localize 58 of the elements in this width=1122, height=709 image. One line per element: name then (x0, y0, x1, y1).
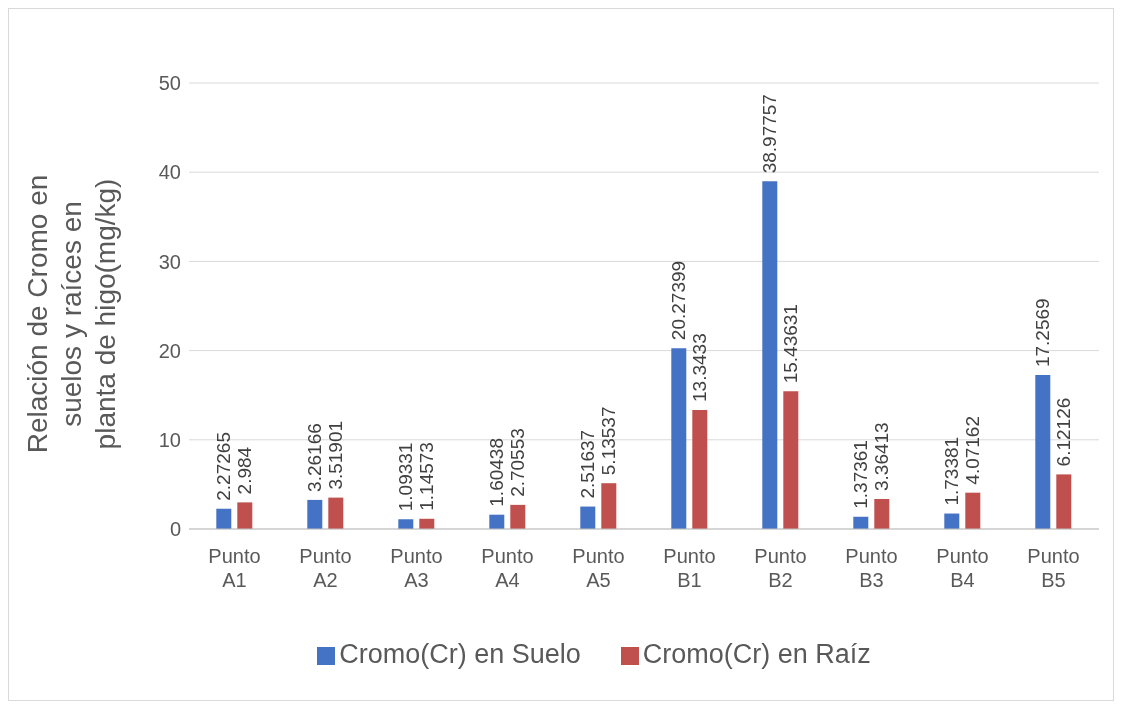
y-tick-label: 30 (158, 250, 181, 273)
x-tick-label: Punto A3 (390, 545, 443, 591)
bar (580, 506, 596, 529)
data-label: 3.26166 (304, 423, 326, 492)
bar (853, 516, 869, 529)
y-tick-label: 50 (158, 72, 181, 95)
bar (237, 502, 253, 529)
y-tick-label: 40 (158, 161, 181, 184)
data-label: 15.43631 (780, 304, 802, 384)
x-tick-label: Punto B1 (663, 545, 716, 591)
x-tick-label: Punto A1 (208, 545, 261, 591)
y-axis-title: Relación de Cromo en suelos y raíces en planta de higo(mg/kg) (22, 174, 121, 454)
data-label: 20.27399 (668, 260, 690, 341)
data-label: 38.97757 (759, 94, 781, 174)
bar (398, 519, 414, 529)
bar (307, 499, 323, 529)
bar (783, 391, 799, 529)
x-tick-label: Punto A4 (481, 545, 534, 591)
data-label: 2.51637 (577, 429, 599, 499)
data-label: 2.70553 (507, 428, 529, 497)
bar (671, 348, 687, 529)
data-label: 1.37361 (850, 440, 872, 509)
x-tick-label: Punto B4 (936, 545, 989, 591)
data-label: 4.07162 (962, 415, 984, 485)
data-label: 3.36413 (871, 422, 893, 491)
bar (510, 504, 526, 529)
bar (328, 497, 344, 529)
data-label: 2.984 (234, 446, 256, 495)
legend-label: Cromo(Cr) en Suelo (339, 639, 581, 669)
x-tick-label: Punto A5 (572, 545, 625, 591)
x-tick-label: Punto A2 (299, 545, 352, 591)
y-tick-label: 10 (158, 428, 181, 451)
bar (944, 513, 960, 529)
bar (601, 483, 617, 529)
bar (216, 508, 232, 529)
bar (489, 514, 505, 529)
y-tick-label: 20 (158, 339, 181, 362)
legend-label: Cromo(Cr) en Raíz (642, 639, 871, 669)
bar (1035, 375, 1051, 529)
data-label: 13.3433 (689, 333, 711, 402)
x-tick-label: Punto B5 (1027, 545, 1080, 591)
bar (874, 498, 890, 529)
bar (965, 492, 981, 529)
data-label: 5.13537 (598, 406, 620, 476)
data-label: 1.73381 (941, 436, 963, 506)
y-tick-label: 0 (169, 518, 181, 541)
bar (1056, 474, 1072, 529)
data-label: 3.51901 (325, 420, 347, 490)
data-label: 2.27265 (213, 432, 235, 501)
bar (692, 409, 708, 529)
data-label: 1.60438 (486, 438, 508, 507)
bar (762, 181, 778, 529)
x-tick-label: Punto B3 (845, 545, 898, 591)
data-label: 1.14573 (416, 442, 438, 511)
data-label: 17.2569 (1032, 298, 1054, 368)
x-tick-label: Punto B2 (754, 545, 807, 591)
data-label: 6.12126 (1053, 397, 1075, 467)
data-label: 1.09331 (395, 442, 417, 512)
